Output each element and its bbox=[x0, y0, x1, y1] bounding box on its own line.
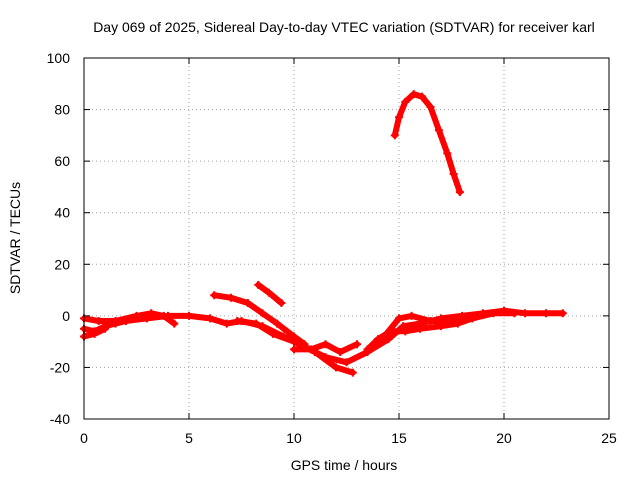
data-point bbox=[521, 309, 529, 318]
data-point bbox=[390, 131, 399, 140]
data-point bbox=[558, 309, 567, 318]
x-tick-labels: 0 5 10 15 20 25 bbox=[80, 430, 617, 446]
plot-frame bbox=[83, 57, 610, 420]
series-arc-5 bbox=[255, 281, 285, 306]
series-arc-10 bbox=[391, 91, 463, 196]
data-point bbox=[290, 337, 298, 346]
data-series bbox=[80, 90, 567, 377]
data-point bbox=[332, 363, 340, 372]
x-tick-label: 15 bbox=[391, 430, 407, 446]
y-tick-labels: -40 -20 0 20 40 60 80 100 bbox=[47, 50, 71, 427]
data-point bbox=[147, 309, 156, 318]
series-arc-3 bbox=[81, 320, 113, 340]
data-point bbox=[101, 324, 109, 333]
axis-ticks bbox=[83, 57, 610, 420]
data-point bbox=[269, 329, 277, 338]
y-tick-label: 100 bbox=[47, 50, 71, 66]
data-point bbox=[132, 311, 141, 320]
data-point bbox=[258, 309, 267, 318]
data-point bbox=[233, 317, 242, 326]
data-point bbox=[443, 149, 452, 158]
data-point bbox=[222, 319, 231, 328]
data-point bbox=[336, 347, 345, 356]
y-tick-label: 80 bbox=[54, 102, 70, 118]
data-point bbox=[416, 324, 424, 333]
data-point bbox=[170, 319, 179, 328]
data-point bbox=[386, 327, 395, 336]
data-point bbox=[455, 188, 464, 197]
data-point bbox=[363, 345, 372, 354]
data-point bbox=[290, 345, 298, 354]
data-point bbox=[542, 309, 550, 318]
y-tick-label: 20 bbox=[54, 256, 70, 272]
data-point bbox=[401, 327, 410, 336]
data-point bbox=[374, 335, 382, 344]
data-point bbox=[449, 170, 458, 179]
data-point bbox=[90, 329, 99, 338]
data-point bbox=[185, 311, 193, 320]
data-point bbox=[409, 90, 418, 99]
data-point bbox=[105, 319, 114, 328]
data-point bbox=[348, 368, 357, 377]
data-point bbox=[468, 314, 477, 323]
data-point bbox=[94, 317, 103, 326]
data-point bbox=[401, 97, 410, 106]
data-point bbox=[273, 319, 282, 328]
data-point bbox=[277, 298, 286, 307]
data-point bbox=[306, 345, 315, 354]
x-tick-label: 0 bbox=[80, 430, 88, 446]
data-point bbox=[243, 298, 252, 307]
data-point bbox=[254, 280, 263, 289]
data-point bbox=[210, 291, 219, 300]
data-point bbox=[426, 317, 435, 326]
data-point bbox=[434, 126, 443, 135]
x-tick-label: 5 bbox=[185, 430, 193, 446]
chart-title: Day 069 of 2025, Sidereal Day-to-day VTE… bbox=[93, 19, 595, 35]
data-point bbox=[159, 311, 168, 320]
x-tick-label: 10 bbox=[286, 430, 302, 446]
data-point bbox=[353, 340, 361, 349]
data-point bbox=[264, 288, 273, 297]
y-axis-label: SDTVAR / TECUs bbox=[7, 182, 23, 294]
data-point bbox=[453, 319, 462, 328]
y-tick-label: -20 bbox=[50, 359, 70, 375]
data-point bbox=[418, 92, 427, 101]
data-point bbox=[111, 317, 120, 326]
data-point bbox=[437, 322, 445, 331]
data-point bbox=[342, 358, 351, 367]
y-tick-label: -40 bbox=[50, 411, 70, 427]
data-point bbox=[510, 309, 519, 318]
data-point bbox=[227, 293, 235, 302]
data-point bbox=[206, 314, 214, 323]
data-point bbox=[321, 340, 330, 349]
y-tick-label: 60 bbox=[54, 153, 70, 169]
data-point bbox=[489, 309, 498, 318]
y-tick-label: 0 bbox=[62, 308, 70, 324]
y-tick-label: 40 bbox=[54, 205, 70, 221]
data-point bbox=[384, 335, 393, 344]
x-tick-label: 20 bbox=[496, 430, 512, 446]
data-point bbox=[395, 314, 403, 323]
data-point bbox=[252, 319, 261, 328]
data-point bbox=[395, 113, 403, 122]
x-axis-label: GPS time / hours bbox=[291, 457, 398, 473]
data-point bbox=[407, 311, 416, 320]
data-point bbox=[426, 102, 435, 111]
x-tick-label: 25 bbox=[601, 430, 617, 446]
